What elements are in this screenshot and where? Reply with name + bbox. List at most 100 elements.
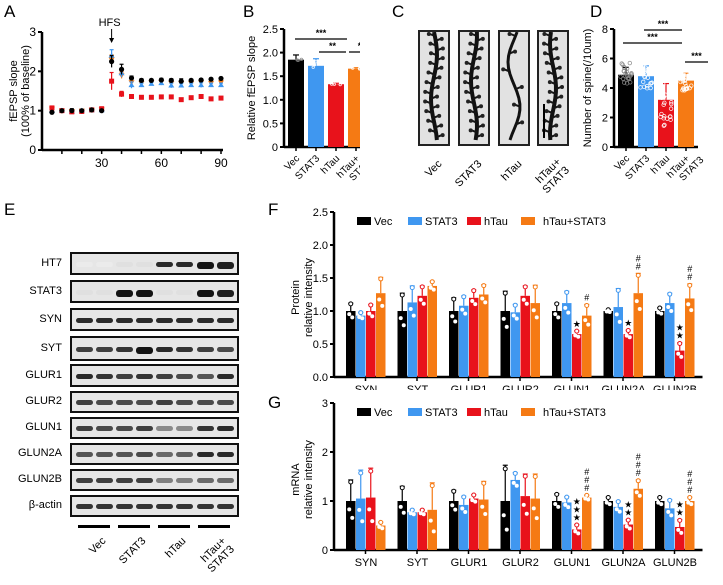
data-point xyxy=(659,95,664,100)
significance-mark: # xyxy=(636,452,641,462)
blot-band xyxy=(116,346,133,352)
significance-mark: # xyxy=(636,261,641,271)
data-point xyxy=(659,502,664,507)
bar-stat3 xyxy=(562,502,572,550)
data-point xyxy=(623,74,628,79)
data-point xyxy=(358,470,364,476)
bar-htau-stat3 xyxy=(685,298,695,377)
bar-stat3 xyxy=(665,303,675,377)
significance-mark: ★ xyxy=(676,508,684,518)
blot-row-label: HT7 xyxy=(41,256,62,269)
data-point xyxy=(662,122,667,128)
label-line: Vec xyxy=(423,158,445,180)
blot-band xyxy=(96,289,113,295)
data-point xyxy=(553,501,558,506)
data-point xyxy=(408,307,413,312)
bar-htau-stat3 xyxy=(582,497,592,550)
blot-band xyxy=(217,426,234,431)
data-point xyxy=(378,519,384,525)
bar-stat3 xyxy=(407,302,417,377)
data-point xyxy=(451,488,457,494)
panel-letter-f: F xyxy=(268,200,279,219)
data-point xyxy=(681,72,687,78)
spine-head xyxy=(554,123,559,128)
dendrite-image-label: STAT3 xyxy=(448,158,485,195)
spine-head xyxy=(542,32,547,36)
spine-head xyxy=(480,123,485,128)
blot-band xyxy=(116,261,133,267)
spine-head xyxy=(437,75,442,80)
data-point xyxy=(367,507,372,512)
blot-row-label: GLUR2 xyxy=(25,395,62,407)
data-point xyxy=(511,480,516,485)
spine-head xyxy=(468,128,473,133)
significance-mark: ★ xyxy=(624,500,632,510)
significance-mark: # xyxy=(584,292,589,302)
lane-group-bar xyxy=(198,525,230,528)
blot-strip-glur1 xyxy=(70,364,239,387)
data-point xyxy=(583,496,588,501)
blot-band xyxy=(217,261,234,269)
blot-band xyxy=(136,261,153,267)
data-point xyxy=(657,494,663,500)
data-point-htau xyxy=(109,78,115,84)
dendrite-drawing xyxy=(501,32,525,141)
dendrite-image-2 xyxy=(458,30,490,146)
y-axis-label: mRNA xyxy=(290,463,302,496)
significance-label: *** xyxy=(316,28,327,38)
spine-head xyxy=(480,113,485,118)
data-point xyxy=(347,312,352,317)
data-point xyxy=(640,79,646,85)
blot-band xyxy=(197,261,214,269)
blot-band xyxy=(217,317,234,323)
spine-head xyxy=(440,133,445,138)
data-point xyxy=(659,111,664,117)
data-point xyxy=(480,296,485,301)
data-point xyxy=(583,318,588,323)
data-point xyxy=(471,288,477,294)
bar-stat3 xyxy=(638,76,654,147)
blot-band xyxy=(156,426,173,431)
data-point xyxy=(377,524,382,529)
significance-mark: # xyxy=(584,475,589,485)
data-point-htau xyxy=(148,94,154,100)
data-point xyxy=(481,283,487,289)
data-point xyxy=(502,290,508,296)
data-point xyxy=(689,308,694,313)
y-tick-label: 0 xyxy=(272,142,278,154)
data-point xyxy=(668,117,673,122)
data-point xyxy=(370,314,375,319)
significance-label: * xyxy=(358,41,360,51)
blot-band xyxy=(136,426,153,431)
blot-band xyxy=(217,346,234,352)
significance-label: *** xyxy=(658,19,669,29)
x-tick-label: SYN xyxy=(355,384,378,390)
data-point-htau xyxy=(168,94,174,100)
blot-band xyxy=(176,289,193,295)
data-point-htau xyxy=(218,95,224,101)
bar-htau xyxy=(469,297,479,377)
bar-vec xyxy=(346,501,356,550)
bar-htau xyxy=(572,334,582,377)
data-point xyxy=(661,82,666,87)
spine-head xyxy=(511,102,516,107)
data-point xyxy=(564,494,570,500)
significance-mark: ★ xyxy=(676,323,684,333)
data-point xyxy=(351,66,355,70)
panel-letter-b: B xyxy=(243,2,255,21)
data-point xyxy=(686,500,691,505)
bar-htau-stat3 xyxy=(530,303,540,377)
spine-head xyxy=(424,109,429,114)
legend-swatch-htau xyxy=(467,217,481,225)
spine-head xyxy=(547,80,552,85)
data-point xyxy=(429,483,435,489)
data-point xyxy=(649,80,655,85)
y-axis-label: Relative fEPSP slope xyxy=(246,36,258,140)
data-point xyxy=(531,506,536,511)
dendrite-drawing xyxy=(463,32,485,141)
y-axis-label-secondary: (100% of baseline) xyxy=(20,45,32,137)
spine-head xyxy=(435,104,440,109)
data-point xyxy=(370,519,375,524)
x-tick-label-group: hTau+STAT3 xyxy=(665,153,707,183)
bar-htau xyxy=(469,498,479,550)
